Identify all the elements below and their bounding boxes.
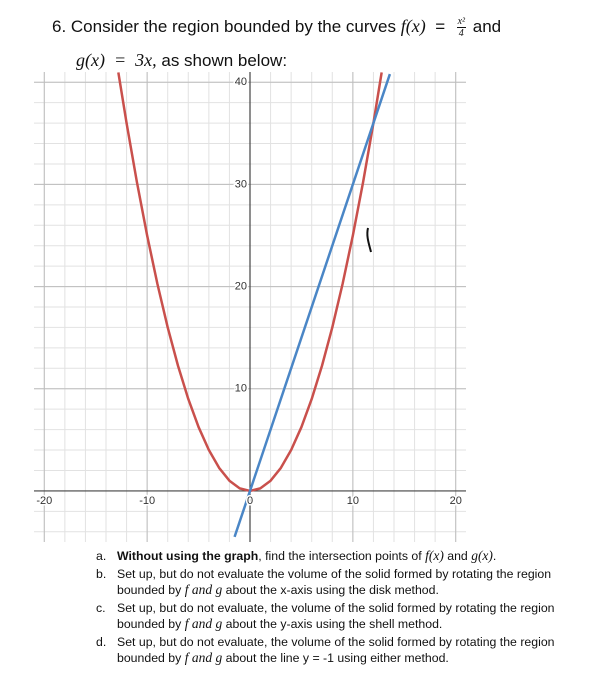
item-text: Set up, but do not evaluate the volume o… bbox=[117, 566, 586, 598]
item-text: Set up, but do not evaluate, the volume … bbox=[117, 634, 586, 666]
item-text: Set up, but do not evaluate, the volume … bbox=[117, 600, 586, 632]
fraction: x² 4 bbox=[456, 16, 467, 40]
text: 6. Consider the region bounded by the cu… bbox=[52, 17, 397, 36]
text-segment: , find the intersection points of bbox=[258, 549, 426, 563]
numerator: x² bbox=[456, 16, 467, 29]
y-tick-label: 10 bbox=[235, 383, 247, 395]
item-label: c. bbox=[96, 601, 106, 615]
tick-labels: -20 -10 0 10 20 10 20 30 40 bbox=[35, 75, 464, 509]
text-segment: Without using the graph bbox=[117, 549, 259, 563]
text-segment: f(x) bbox=[425, 548, 444, 563]
text-segment: g(x) bbox=[471, 548, 493, 563]
item-label: d. bbox=[96, 635, 107, 649]
text-segment: f and g bbox=[184, 650, 223, 665]
math: = bbox=[435, 17, 446, 36]
x-tick-label: 0 bbox=[247, 495, 253, 507]
list-item: d. Set up, but do not evaluate, the volum… bbox=[96, 634, 586, 666]
x-tick-label: 20 bbox=[450, 495, 462, 507]
y-tick-label: 40 bbox=[235, 76, 247, 88]
curve bbox=[233, 73, 392, 538]
y-tick-label: 20 bbox=[235, 280, 247, 292]
grid bbox=[34, 72, 466, 542]
item-label: b. bbox=[96, 567, 107, 581]
denominator: 4 bbox=[458, 28, 464, 40]
item-label: a. bbox=[96, 549, 107, 563]
text-segment: about the line y = -1 using either metho… bbox=[222, 651, 449, 665]
list-item: a. Without using the graph, find the inte… bbox=[96, 548, 586, 564]
pen-mark bbox=[366, 227, 372, 253]
graph: -20 -10 0 10 20 10 20 30 40 bbox=[34, 72, 466, 542]
text-segment: Set up, but do not evaluate, the volume … bbox=[117, 635, 555, 665]
item-text: Without using the graph, find the inters… bbox=[117, 548, 496, 564]
question-line: g(x) = 3x, as shown below: bbox=[76, 50, 287, 71]
question-line: 6. Consider the region bounded by the cu… bbox=[52, 16, 501, 39]
list-item: c. Set up, but do not evaluate, the volum… bbox=[96, 600, 586, 632]
x-tick-label: 10 bbox=[347, 495, 359, 507]
text-segment: f and g bbox=[184, 616, 223, 631]
x-tick-label: -20 bbox=[36, 495, 52, 507]
list-item: b. Set up, but do not evaluate the volume… bbox=[96, 566, 586, 598]
math: f(x) bbox=[400, 16, 426, 36]
math: g(x) = 3x, bbox=[76, 50, 157, 70]
text: and bbox=[472, 17, 502, 36]
curves bbox=[117, 72, 392, 538]
text-segment: f and g bbox=[184, 582, 223, 597]
text: as shown below: bbox=[161, 51, 288, 70]
text-segment: Set up, but do not evaluate, the volume … bbox=[117, 601, 555, 631]
y-tick-label: 30 bbox=[235, 178, 247, 190]
text-segment: Set up, but do not evaluate the volume o… bbox=[117, 567, 552, 597]
item-list: a. Without using the graph, find the inte… bbox=[96, 548, 586, 668]
text-segment: and bbox=[443, 549, 472, 563]
text-segment: . bbox=[492, 549, 497, 563]
text-segment: about the x-axis using the disk method. bbox=[222, 583, 439, 597]
text-segment: about the y-axis using the shell method. bbox=[222, 617, 443, 631]
x-tick-label: -10 bbox=[139, 495, 155, 507]
